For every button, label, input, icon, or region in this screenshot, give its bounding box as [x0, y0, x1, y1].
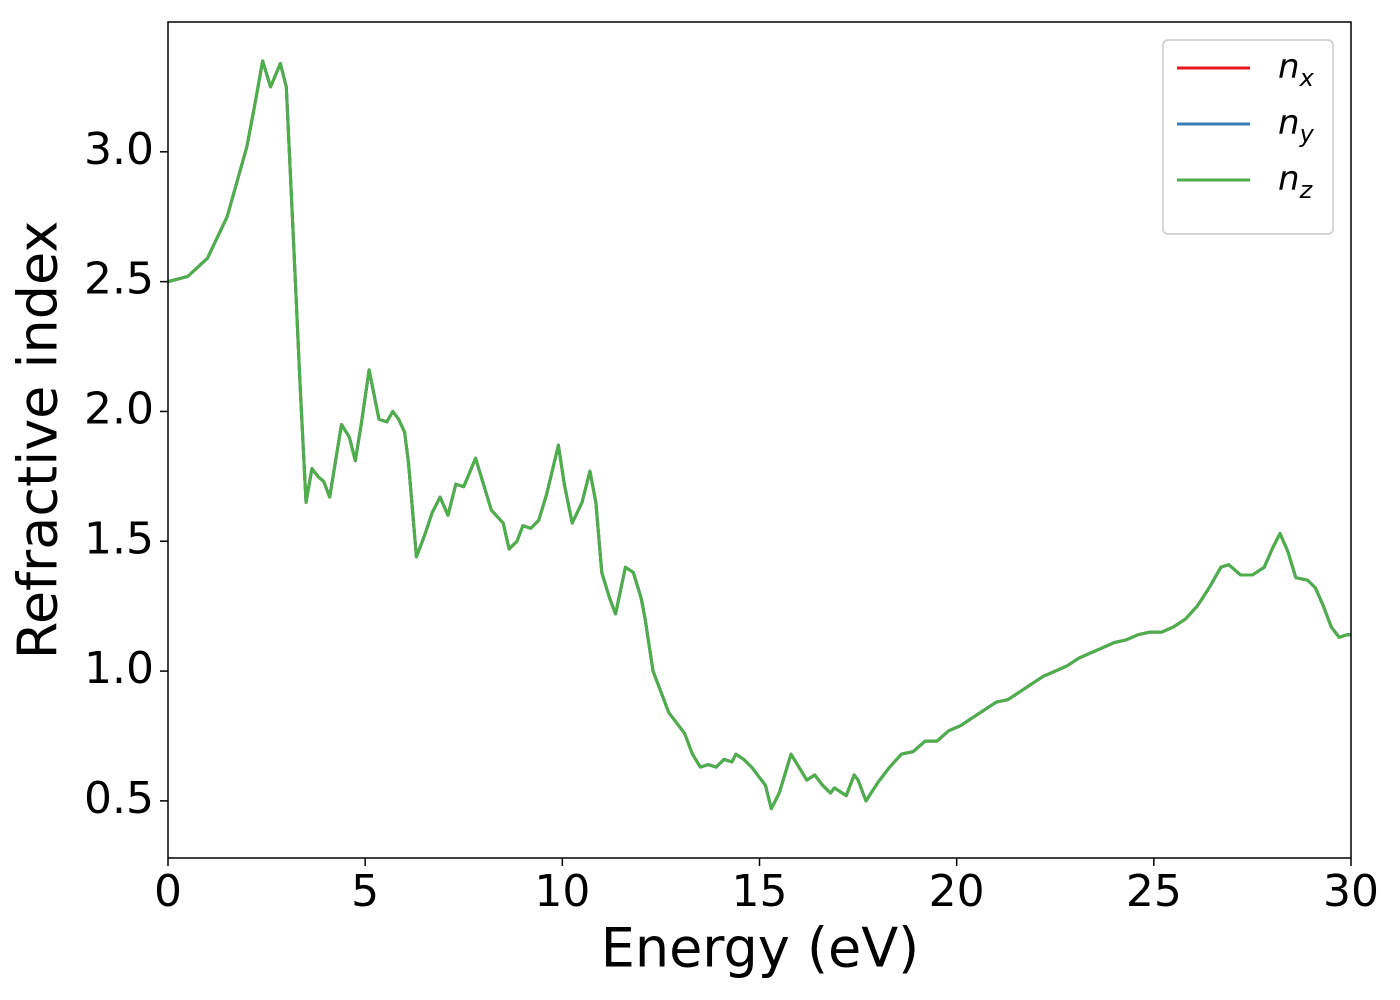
legend-label: ny [1278, 103, 1315, 148]
x-tick-label: 30 [1323, 866, 1379, 917]
y-tick-label: 3.0 [84, 124, 154, 175]
legend-label: nx [1278, 47, 1315, 92]
x-tick-label: 10 [534, 866, 590, 917]
x-tick-label: 15 [732, 866, 788, 917]
legend-box [1162, 39, 1334, 235]
y-tick-label: 1.5 [84, 513, 154, 564]
y-tick-label: 2.5 [84, 254, 154, 305]
x-axis-label: Energy (eV) [601, 917, 920, 980]
y-tick-label: 0.5 [84, 773, 154, 824]
y-axis-label: Refractive index [7, 221, 70, 660]
y-tick-label: 2.0 [84, 383, 154, 434]
x-tick-label: 5 [351, 866, 379, 917]
x-tick-label: 20 [929, 866, 985, 917]
x-tick-label: 25 [1126, 866, 1182, 917]
plot-frame [167, 21, 1352, 859]
legend: nx ny nz [1162, 39, 1334, 235]
y-tick-label: 1.0 [84, 643, 154, 694]
line-series [167, 59, 1351, 811]
x-tick-label: 0 [154, 866, 182, 917]
legend-label: nz [1278, 159, 1314, 204]
